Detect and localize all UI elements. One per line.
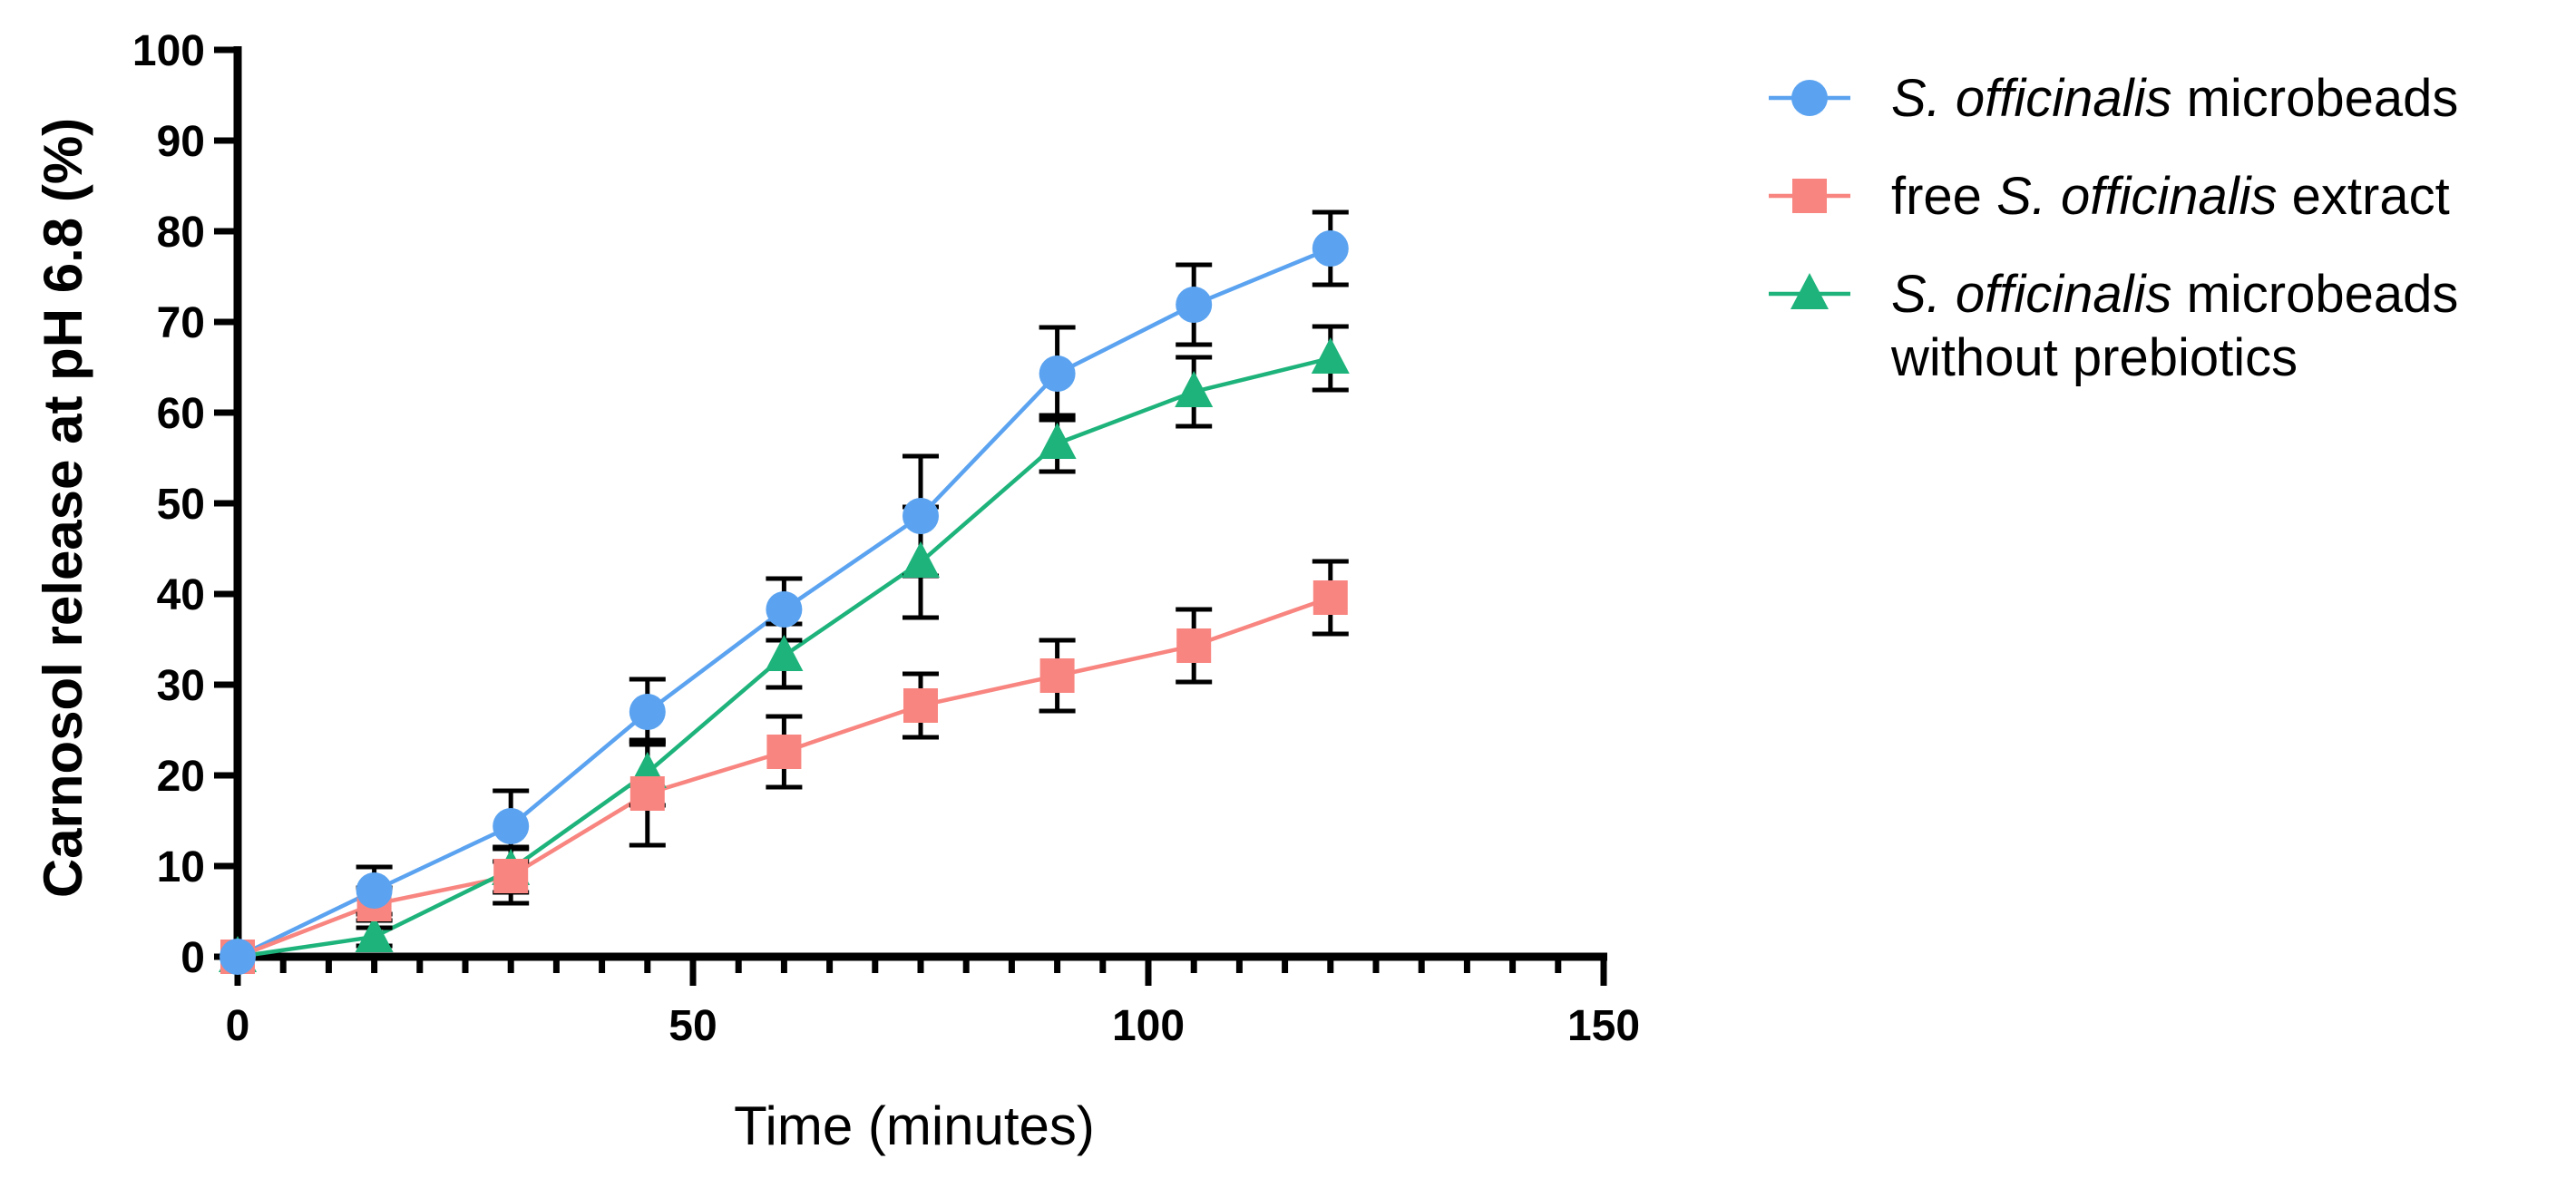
x-axis-label: Time (minutes) [734,1095,1095,1156]
data-point-triangle [1175,371,1214,407]
data-point-square [766,735,802,769]
legend-marker-square [1792,179,1827,213]
y-axis-label: Carnosol release at pH 6.8 (%) [33,118,93,898]
data-point-square [629,776,665,811]
y-tick-label: 100 [132,27,205,75]
data-point-triangle [902,541,940,578]
y-tick-label: 20 [157,753,205,801]
y-tick-label: 30 [157,662,205,710]
y-tick-label: 40 [157,571,205,619]
legend-label-part: free [1891,167,1996,226]
y-tick-label: 90 [157,118,205,166]
legend-label-part: S. officinalis [1996,167,2277,226]
legend: S. officinalis microbeads free S. officin… [1769,69,2458,387]
legend-label-line2: without prebiotics [1890,328,2298,387]
data-point-square [1039,658,1075,693]
data-point-square [1312,580,1348,615]
axes: 0 10 20 30 40 50 60 70 80 90 100 0 50 100 150 [132,27,1640,1050]
y-tick-label: 10 [157,843,205,891]
data-point-circle [629,694,666,730]
legend-item-square: free S. officinalis extract [1769,167,2450,226]
x-tick-label: 100 [1112,1002,1185,1050]
x-tick-label: 0 [226,1002,250,1050]
legend-label-part: microbeads [2171,265,2458,324]
legend-marker-triangle [1791,273,1829,309]
data-point-circle [903,498,939,534]
legend-label-part: microbeads [2171,69,2458,128]
legend-marker-circle [1791,80,1828,116]
y-tick-label: 80 [157,209,205,257]
data-point-circle [766,591,803,628]
x-tick-label: 50 [668,1002,717,1050]
legend-item-circle: S. officinalis microbeads [1769,69,2458,128]
legend-label-part: extract [2278,167,2450,226]
legend-label-part: S. officinalis [1891,69,2171,128]
data-point-square [903,688,938,723]
legend-label: S. officinalis microbeads [1891,265,2458,324]
legend-label: S. officinalis microbeads [1891,69,2458,128]
series-layer [219,209,1350,975]
data-point-circle [356,872,393,909]
y-tick-label: 70 [157,299,205,347]
data-point-circle [1312,230,1349,267]
data-point-triangle [765,635,804,671]
y-tick-label: 50 [157,481,205,529]
data-point-circle [493,808,530,844]
data-point-circle [1176,287,1213,323]
data-point-square [1176,628,1212,663]
data-point-square [493,859,529,893]
data-point-circle [1039,355,1076,392]
x-tick-label: 150 [1567,1002,1640,1050]
y-tick-label: 0 [181,934,205,982]
data-point-triangle [355,916,394,952]
data-point-triangle [1038,423,1077,459]
y-tick-label: 60 [157,390,205,438]
legend-label: free S. officinalis extract [1891,167,2450,226]
data-point-circle [220,939,256,975]
legend-label-part: S. officinalis [1891,265,2171,324]
data-point-triangle [1311,337,1350,374]
